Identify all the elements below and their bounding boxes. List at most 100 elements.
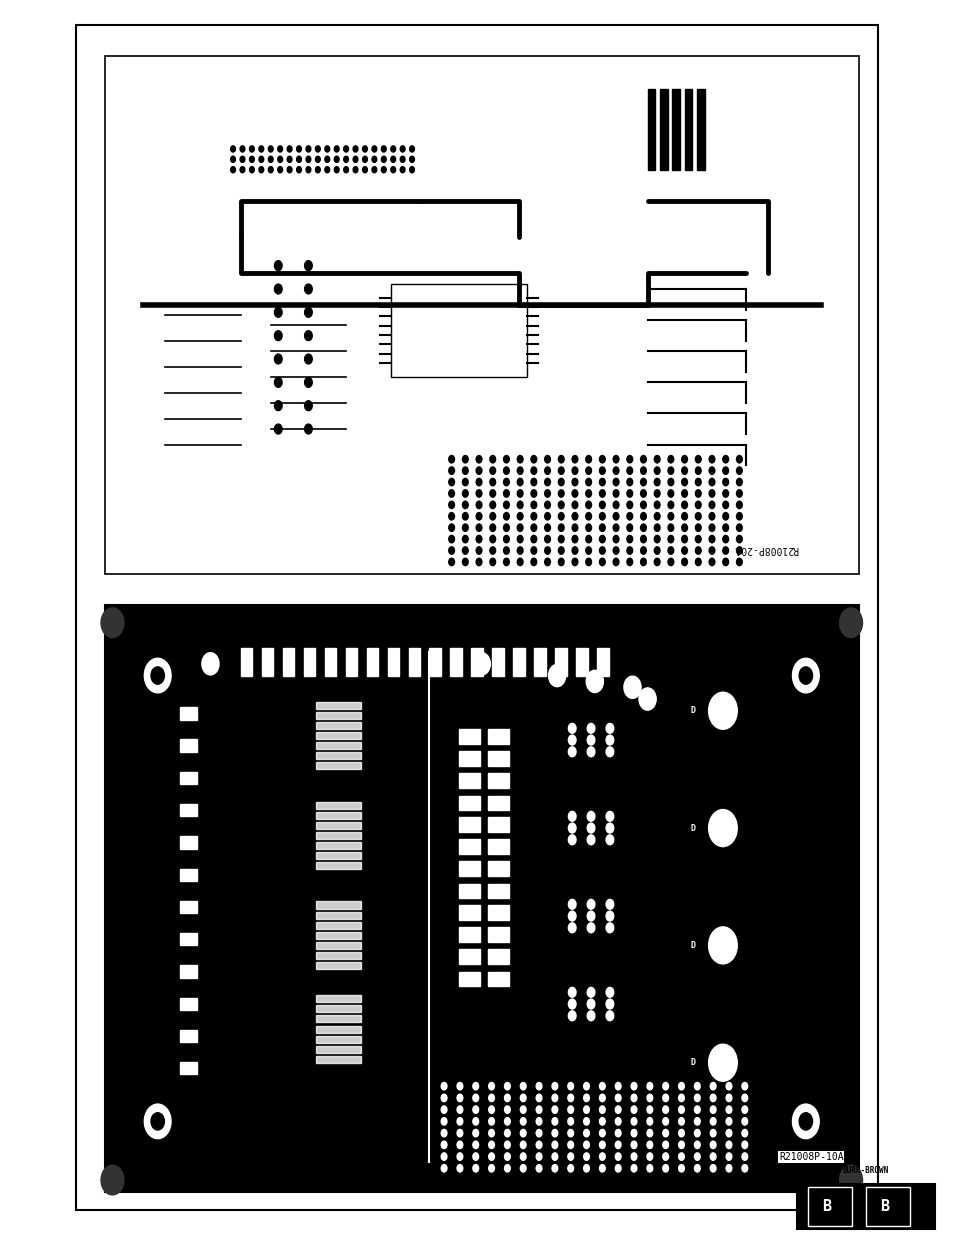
Circle shape xyxy=(456,1141,462,1149)
Circle shape xyxy=(306,167,311,173)
Circle shape xyxy=(567,1129,573,1136)
Circle shape xyxy=(409,146,414,152)
Circle shape xyxy=(598,1165,604,1172)
Circle shape xyxy=(325,167,330,173)
Bar xyxy=(303,648,314,676)
Circle shape xyxy=(654,490,659,498)
Circle shape xyxy=(489,478,495,485)
Bar xyxy=(458,972,479,987)
Circle shape xyxy=(631,1094,637,1102)
Circle shape xyxy=(503,478,509,485)
Circle shape xyxy=(268,157,273,163)
Circle shape xyxy=(489,456,495,463)
Circle shape xyxy=(504,1129,510,1136)
Circle shape xyxy=(456,1107,462,1114)
Bar xyxy=(534,648,545,676)
Circle shape xyxy=(710,1153,716,1161)
Circle shape xyxy=(710,1094,716,1102)
Circle shape xyxy=(362,157,367,163)
Bar xyxy=(315,742,361,750)
Circle shape xyxy=(488,1165,494,1172)
Circle shape xyxy=(681,501,687,509)
Bar xyxy=(458,751,479,766)
Circle shape xyxy=(552,1129,558,1136)
Circle shape xyxy=(558,536,563,543)
Circle shape xyxy=(274,378,282,388)
Circle shape xyxy=(334,167,338,173)
Circle shape xyxy=(517,547,522,555)
Bar xyxy=(458,795,479,810)
Bar xyxy=(865,1187,909,1226)
Bar xyxy=(180,1030,197,1042)
Circle shape xyxy=(568,999,576,1009)
Circle shape xyxy=(605,747,613,757)
Bar xyxy=(315,931,361,939)
Circle shape xyxy=(558,513,563,520)
Circle shape xyxy=(631,1107,637,1114)
Bar xyxy=(315,862,361,869)
Circle shape xyxy=(519,1141,525,1149)
Circle shape xyxy=(605,824,613,832)
Circle shape xyxy=(240,146,245,152)
Bar xyxy=(180,966,197,978)
Circle shape xyxy=(567,1094,573,1102)
Circle shape xyxy=(695,456,700,463)
Circle shape xyxy=(605,835,613,845)
Circle shape xyxy=(587,923,595,932)
Circle shape xyxy=(613,558,618,566)
Circle shape xyxy=(681,547,687,555)
Circle shape xyxy=(725,1153,731,1161)
Circle shape xyxy=(568,824,576,832)
Bar xyxy=(796,1184,934,1229)
Circle shape xyxy=(613,536,618,543)
Circle shape xyxy=(504,1107,510,1114)
Circle shape xyxy=(722,467,728,474)
Bar xyxy=(180,804,197,816)
Bar xyxy=(458,729,479,743)
Bar xyxy=(315,713,361,719)
Circle shape xyxy=(605,911,613,921)
Bar xyxy=(315,732,361,740)
Text: R21008P-20A: R21008P-20A xyxy=(733,543,798,553)
Bar xyxy=(513,648,524,676)
Circle shape xyxy=(736,524,741,531)
Circle shape xyxy=(572,478,578,485)
Circle shape xyxy=(488,1118,494,1125)
Circle shape xyxy=(662,1118,668,1125)
Circle shape xyxy=(708,558,714,566)
Circle shape xyxy=(654,467,659,474)
Circle shape xyxy=(626,536,632,543)
Circle shape xyxy=(258,167,263,173)
Circle shape xyxy=(694,1165,700,1172)
Circle shape xyxy=(476,467,481,474)
Circle shape xyxy=(695,501,700,509)
Circle shape xyxy=(613,478,618,485)
Circle shape xyxy=(598,501,604,509)
Circle shape xyxy=(667,456,673,463)
Circle shape xyxy=(476,547,481,555)
Circle shape xyxy=(544,490,550,498)
Circle shape xyxy=(626,501,632,509)
Circle shape xyxy=(440,1153,446,1161)
Circle shape xyxy=(473,1082,478,1089)
Circle shape xyxy=(400,146,405,152)
Circle shape xyxy=(304,424,312,433)
Bar xyxy=(659,89,667,169)
Bar xyxy=(487,862,508,877)
Circle shape xyxy=(473,1107,478,1114)
Circle shape xyxy=(681,467,687,474)
Circle shape xyxy=(503,501,509,509)
Circle shape xyxy=(708,810,737,847)
Circle shape xyxy=(598,1082,604,1089)
Circle shape xyxy=(536,1141,541,1149)
Circle shape xyxy=(722,558,728,566)
Bar xyxy=(315,1005,361,1013)
Circle shape xyxy=(626,467,632,474)
Circle shape xyxy=(517,558,522,566)
Circle shape xyxy=(504,1165,510,1172)
Circle shape xyxy=(462,456,468,463)
Circle shape xyxy=(722,456,728,463)
Circle shape xyxy=(583,1082,589,1089)
Circle shape xyxy=(362,167,367,173)
Circle shape xyxy=(151,667,164,684)
